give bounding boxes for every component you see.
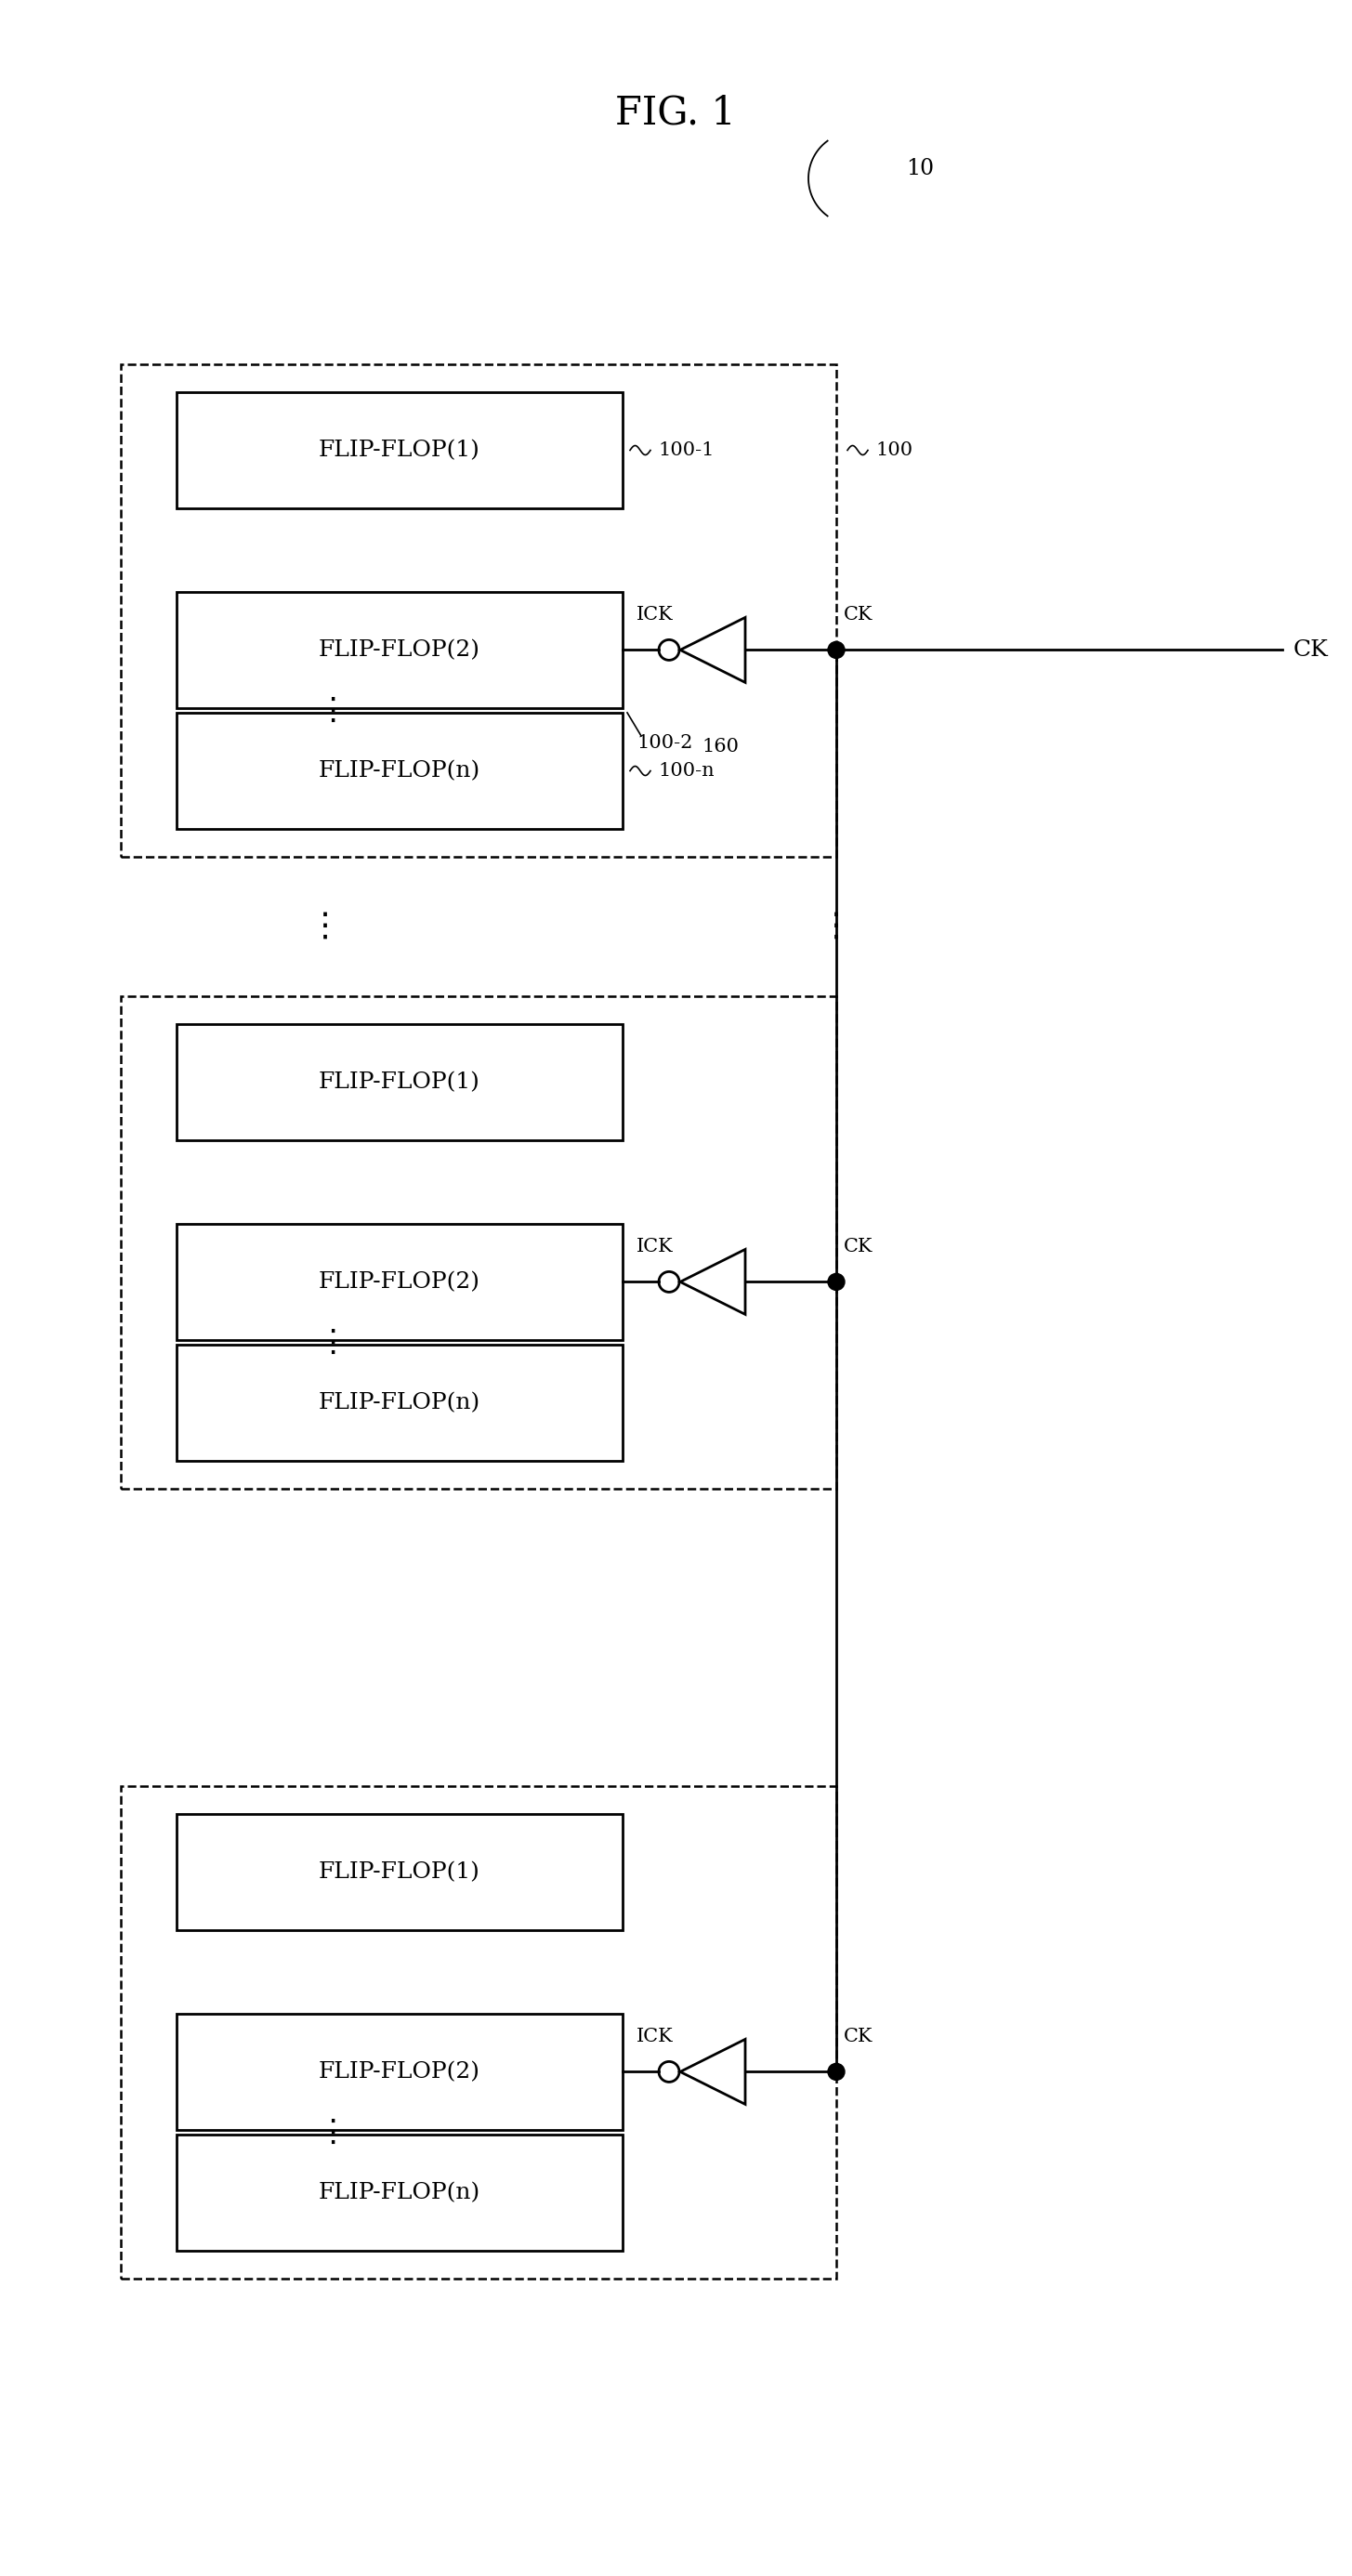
Bar bbox=[120, 997, 837, 1489]
Text: FLIP-FLOP(2): FLIP-FLOP(2) bbox=[319, 1270, 480, 1293]
Text: CK: CK bbox=[844, 605, 873, 623]
Bar bbox=[177, 1224, 622, 1340]
Bar bbox=[177, 2014, 622, 2130]
Bar bbox=[120, 363, 837, 858]
Text: CK: CK bbox=[844, 2027, 873, 2045]
Text: FLIP-FLOP(2): FLIP-FLOP(2) bbox=[319, 2061, 480, 2081]
Text: ⋮: ⋮ bbox=[308, 912, 342, 943]
Bar bbox=[177, 2136, 622, 2251]
Text: FLIP-FLOP(1): FLIP-FLOP(1) bbox=[319, 1862, 480, 1883]
Bar bbox=[177, 1025, 622, 1141]
Bar bbox=[120, 1785, 837, 2280]
Circle shape bbox=[658, 639, 679, 659]
Bar bbox=[177, 1345, 622, 1461]
Text: FLIP-FLOP(n): FLIP-FLOP(n) bbox=[319, 1391, 480, 1414]
Circle shape bbox=[827, 2063, 845, 2081]
Text: 100-2: 100-2 bbox=[637, 734, 692, 752]
Text: ICK: ICK bbox=[637, 1239, 673, 1257]
Text: 10: 10 bbox=[906, 160, 934, 180]
Bar bbox=[177, 714, 622, 829]
Text: ⋮: ⋮ bbox=[318, 2117, 349, 2148]
Text: 100-n: 100-n bbox=[658, 762, 714, 781]
Text: FLIP-FLOP(2): FLIP-FLOP(2) bbox=[319, 639, 480, 659]
Text: FLIP-FLOP(n): FLIP-FLOP(n) bbox=[319, 760, 480, 781]
Bar bbox=[177, 392, 622, 507]
Text: ICK: ICK bbox=[637, 605, 673, 623]
Text: FLIP-FLOP(1): FLIP-FLOP(1) bbox=[319, 440, 480, 461]
Text: ⋮: ⋮ bbox=[819, 912, 853, 943]
Text: ⋮: ⋮ bbox=[318, 696, 349, 726]
Text: CK: CK bbox=[1294, 639, 1329, 659]
Text: FIG. 1: FIG. 1 bbox=[615, 93, 735, 134]
Bar bbox=[177, 1814, 622, 1929]
Circle shape bbox=[658, 2061, 679, 2081]
Text: CK: CK bbox=[844, 1239, 873, 1257]
Text: 100: 100 bbox=[875, 440, 913, 459]
Text: 100-1: 100-1 bbox=[658, 440, 714, 459]
Text: 160: 160 bbox=[702, 739, 738, 755]
Circle shape bbox=[827, 1273, 845, 1291]
Text: ICK: ICK bbox=[637, 2027, 673, 2045]
Circle shape bbox=[658, 1273, 679, 1293]
Bar bbox=[177, 592, 622, 708]
Text: FLIP-FLOP(n): FLIP-FLOP(n) bbox=[319, 2182, 480, 2202]
Text: ⋮: ⋮ bbox=[318, 1327, 349, 1358]
Polygon shape bbox=[680, 618, 745, 683]
Polygon shape bbox=[680, 1249, 745, 1314]
Polygon shape bbox=[680, 2040, 745, 2105]
Text: FLIP-FLOP(1): FLIP-FLOP(1) bbox=[319, 1072, 480, 1092]
Circle shape bbox=[827, 641, 845, 659]
